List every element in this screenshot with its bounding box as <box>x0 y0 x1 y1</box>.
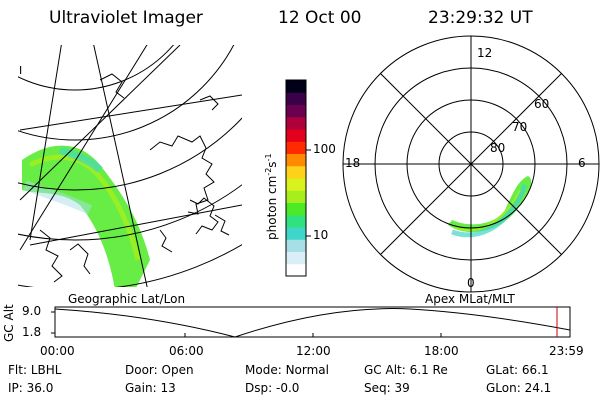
colorbar-cell <box>286 141 306 154</box>
timeline-xtick-4: 23:59 <box>549 344 584 358</box>
colorbar-cell <box>286 178 306 191</box>
timeline-ylabel: GC Alt <box>2 304 16 342</box>
colorbar-cell <box>286 251 306 265</box>
timeline-xtick-0: 00:00 <box>40 344 75 358</box>
apex-label: Apex MLat/MLT <box>425 292 515 306</box>
lat-label-60: 60 <box>534 97 550 111</box>
colorbar-cell <box>286 153 306 167</box>
status-dsp: Dsp: -0.0 <box>245 381 300 395</box>
status-glat: GLat: 66.1 <box>486 363 549 377</box>
time-label: 23:29:32 UT <box>428 8 533 28</box>
mlt-label-6: 6 <box>578 156 586 170</box>
status-flt: Flt: LBHL <box>8 363 62 377</box>
status-mode: Mode: Normal <box>245 363 329 377</box>
colorbar-cell <box>286 263 306 277</box>
timeline-ytick-top: 9.0 <box>22 304 42 318</box>
status-door: Door: Open <box>125 363 194 377</box>
status-seq: Seq: 39 <box>364 381 410 395</box>
timeline-xtick-1: 06:00 <box>169 344 204 358</box>
colorbar-cell <box>286 165 306 179</box>
colorbar-cell <box>286 80 306 93</box>
mlt-label-0: 0 <box>467 276 475 290</box>
status-gain: Gain: 13 <box>125 381 176 395</box>
status-gcalt: GC Alt: 6.1 Re <box>364 363 448 377</box>
colorbar-cell <box>286 227 306 240</box>
aurora-band-geo <box>22 145 150 287</box>
colorbar-tick-100: 100 <box>313 142 336 156</box>
lat-label-70: 70 <box>512 120 528 134</box>
colorbar-tick-10: 10 <box>313 228 329 242</box>
colorbar-cell <box>286 104 306 118</box>
colorbar-cell <box>286 129 306 142</box>
status-ip: IP: 36.0 <box>8 381 54 395</box>
colorbar-cell <box>286 239 306 252</box>
instrument-title: Ultraviolet Imager <box>49 8 203 28</box>
colorbar-cell <box>286 214 306 228</box>
colorbar-cell <box>286 190 306 203</box>
lat-label-80: 80 <box>490 141 506 155</box>
date-label: 12 Oct 00 <box>278 8 362 28</box>
status-glon: GLon: 24.1 <box>486 381 552 395</box>
timeline-xtick-3: 18:00 <box>424 344 459 358</box>
geo-label: Geographic Lat/Lon <box>68 292 186 306</box>
timeline-xtick-2: 12:00 <box>296 344 331 358</box>
colorbar-cell <box>286 202 306 216</box>
mlt-label-12: 12 <box>477 46 493 60</box>
timeline-ytick-bottom: 1.8 <box>22 325 42 339</box>
colorbar-cell <box>286 116 306 130</box>
mlt-label-18: 18 <box>345 156 361 170</box>
colorbar-cell <box>286 92 306 105</box>
map-corner-mark: I <box>19 64 22 77</box>
